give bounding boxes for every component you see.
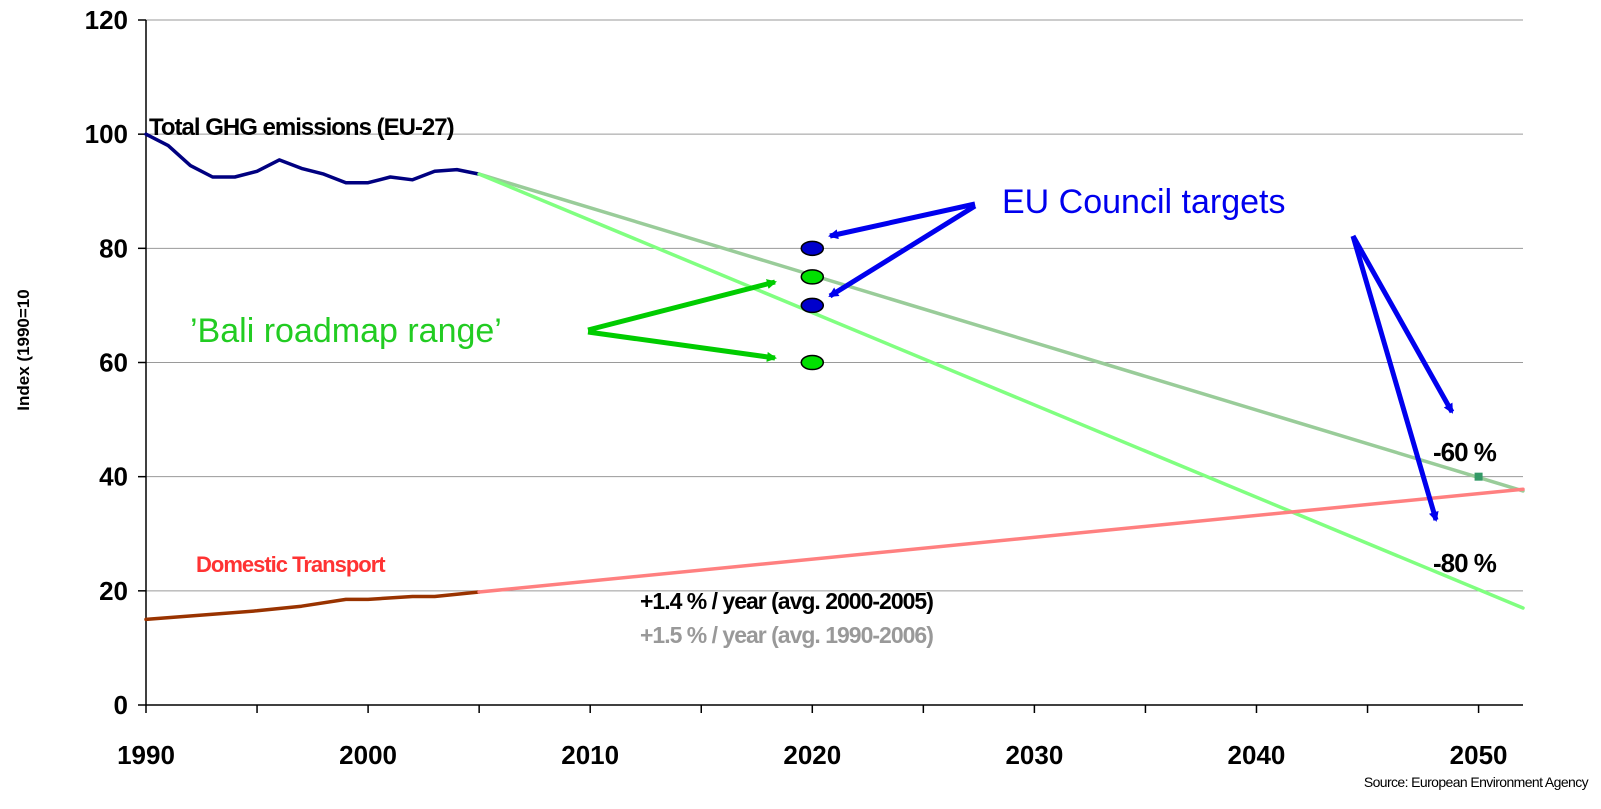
y-tick-label: 120 <box>85 5 128 35</box>
x-tick-label: 2010 <box>561 740 619 770</box>
y-tick-label: 20 <box>99 576 128 606</box>
arrow-bali-to-75 <box>587 279 777 333</box>
y-tick-label: 40 <box>99 462 128 492</box>
y-tick-label: 0 <box>114 690 128 720</box>
series-lines <box>144 132 1525 622</box>
rate-2000-2005-label: +1.4 % / year (avg. 2000-2005) <box>640 588 933 614</box>
series-line-1 <box>144 590 481 622</box>
source-label: Source: European Environment Agency <box>1364 774 1589 790</box>
x-tick-label: 2030 <box>1005 740 1063 770</box>
arrow-eu-to-60pct <box>1350 234 1455 414</box>
y-tick-label: 60 <box>99 348 128 378</box>
arrow-eu-to-80pct <box>1350 235 1439 522</box>
x-tick-label: 2040 <box>1228 740 1286 770</box>
arrow-eu-to-70 <box>828 203 977 299</box>
series-line-4 <box>477 487 1525 594</box>
series-line-3 <box>477 172 1525 610</box>
series-line-2 <box>477 172 1525 493</box>
bali-arrows <box>587 279 777 362</box>
total-ghg-label: Total GHG emissions (EU-27) <box>149 114 454 141</box>
target-marker-ellipse <box>800 269 825 285</box>
x-tick-label: 2000 <box>339 740 397 770</box>
y-tick-label: 80 <box>99 233 128 263</box>
x-tick-label: 1990 <box>117 740 175 770</box>
y-axis-label: Index (1990=10 <box>14 289 33 410</box>
target-marker-square <box>1474 472 1483 481</box>
target-marker-ellipse <box>800 354 825 371</box>
gridlines <box>146 19 1523 592</box>
arrow-eu-to-80 <box>828 201 976 240</box>
eu-target-arrows <box>828 201 1455 522</box>
y-tick-label: 100 <box>85 119 128 149</box>
x-tick-label: 2020 <box>783 740 841 770</box>
bali-roadmap-label: ’Bali roadmap range’ <box>190 312 502 350</box>
rate-1990-2006-label: +1.5 % / year (avg. 1990-2006) <box>640 622 933 648</box>
pct-60-label: -60 % <box>1433 437 1497 467</box>
series-line-0 <box>144 132 481 185</box>
target-markers <box>800 240 1483 481</box>
target-marker-ellipse <box>800 297 825 314</box>
eu-council-targets-label: EU Council targets <box>1002 183 1285 221</box>
domestic-transport-label: Domestic Transport <box>196 552 386 577</box>
pct-80-label: -80 % <box>1433 548 1497 578</box>
target-marker-ellipse <box>800 240 825 257</box>
x-tick-label: 2050 <box>1450 740 1508 770</box>
arrow-bali-to-60 <box>587 329 777 362</box>
